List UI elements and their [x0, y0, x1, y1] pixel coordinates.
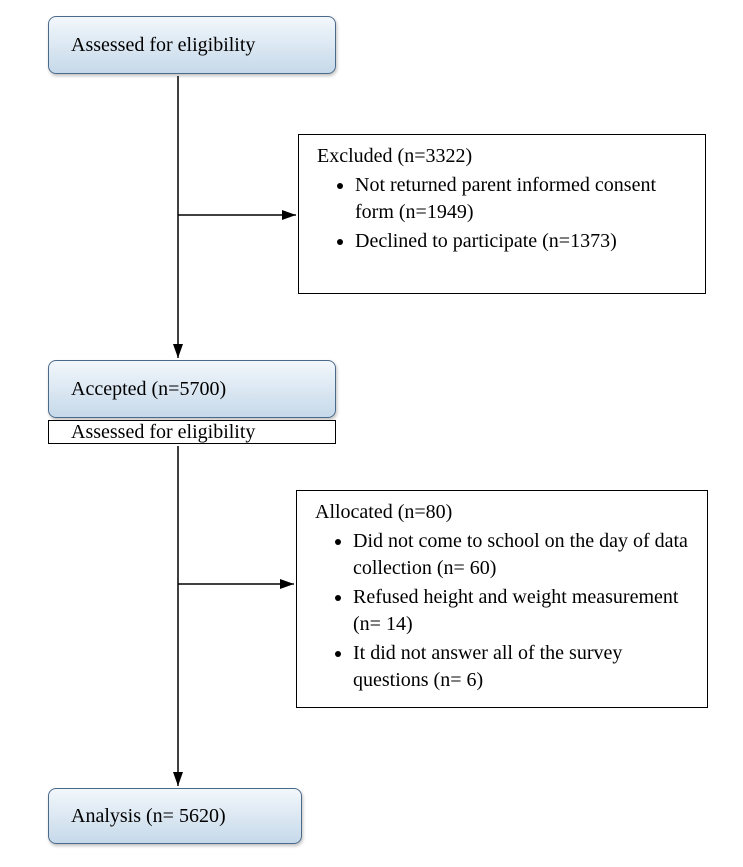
excluded-list: Not returned parent informed consent for… — [317, 172, 691, 255]
list-item: Not returned parent informed consent for… — [355, 172, 691, 226]
node-label: Accepted (n=5700) — [71, 378, 226, 401]
node-assessed-eligibility: Assessed for eligibility — [48, 16, 336, 74]
node-label: Assessed for eligibility — [71, 34, 255, 57]
node-label: Assessed for eligibility — [71, 421, 255, 444]
excluded-title: Excluded (n=3322) — [317, 145, 691, 168]
list-item: Refused height and weight measurement (n… — [353, 584, 693, 638]
node-label: Analysis (n= 5620) — [71, 805, 226, 828]
list-item: Did not come to school on the day of dat… — [353, 528, 693, 582]
node-assessed-eligibility-2: Assessed for eligibility — [48, 420, 336, 444]
allocated-list: Did not come to school on the day of dat… — [315, 528, 693, 694]
node-accepted: Accepted (n=5700) — [48, 360, 336, 418]
flowchart-canvas: Assessed for eligibility Excluded (n=332… — [0, 0, 743, 867]
node-analysis: Analysis (n= 5620) — [48, 788, 302, 844]
allocated-title: Allocated (n=80) — [315, 501, 693, 524]
list-item: It did not answer all of the survey ques… — [353, 640, 693, 694]
list-item: Declined to participate (n=1373) — [355, 228, 691, 255]
node-excluded: Excluded (n=3322) Not returned parent in… — [298, 134, 706, 294]
node-allocated: Allocated (n=80) Did not come to school … — [296, 490, 708, 708]
